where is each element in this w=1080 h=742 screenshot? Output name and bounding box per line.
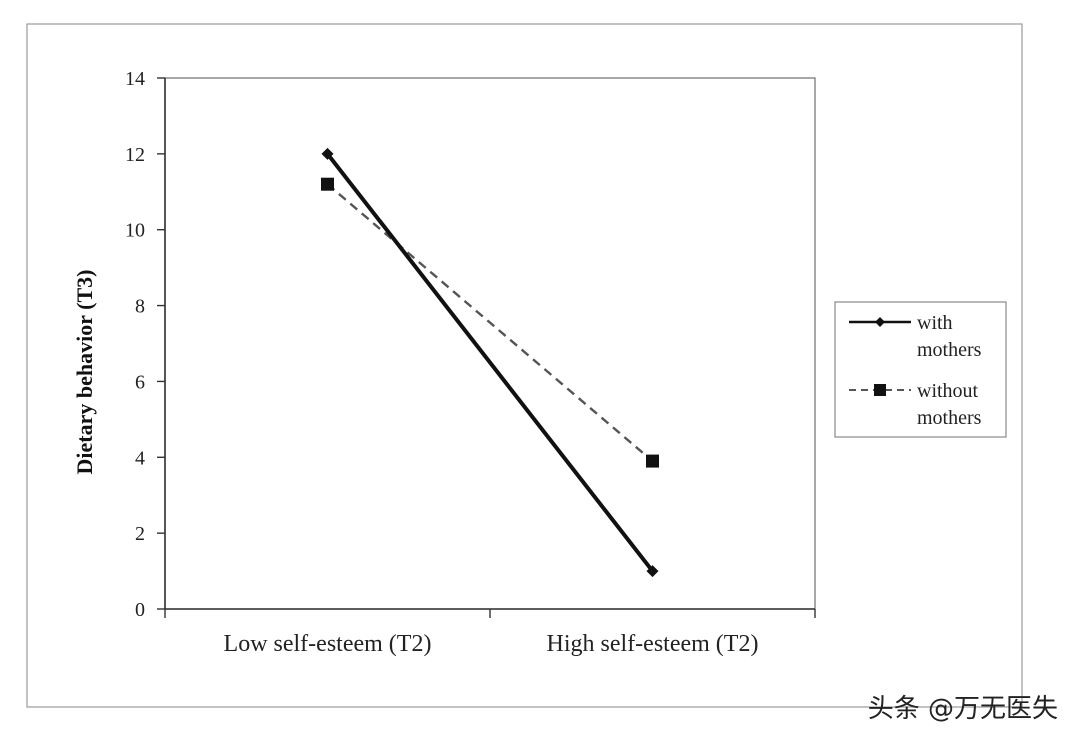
series-with-mothers [321, 147, 659, 578]
legend-label: with [917, 312, 953, 334]
legend-label: mothers [917, 407, 982, 429]
diamond-marker [646, 565, 659, 578]
legend-item: without mothers [849, 380, 982, 429]
series-layer [321, 147, 659, 578]
axes: 0 2 4 6 8 10 12 14 Low self-esteem (T2) High self… [125, 68, 816, 657]
y-tick-label: 12 [125, 144, 145, 166]
y-tick-label: 10 [125, 220, 145, 242]
y-tick-label: 2 [135, 523, 145, 545]
x-category-label: High self-esteem (T2) [547, 631, 759, 657]
legend-box [834, 301, 1007, 438]
y-tick-label: 4 [135, 447, 145, 469]
watermark: 头条 @万无医失 [867, 694, 1058, 724]
y-axis-title: Dietary behavior (T3) [72, 270, 97, 475]
square-marker [646, 454, 659, 468]
series-line [326, 183, 654, 462]
y-tick-label: 14 [125, 68, 145, 90]
series-without-mothers [321, 177, 659, 468]
diamond-marker [875, 317, 885, 327]
legend-label: mothers [917, 339, 982, 361]
plot-area [164, 77, 816, 610]
diamond-marker [321, 147, 334, 160]
legend-label: without [917, 380, 979, 402]
x-category-label: Low self-esteem (T2) [224, 631, 432, 657]
series-line [325, 152, 655, 573]
legend-item: with mothers [849, 312, 982, 361]
y-tick-label: 8 [135, 296, 145, 318]
y-tick-label: 6 [135, 371, 145, 393]
square-marker [321, 177, 334, 191]
square-marker [874, 384, 886, 396]
y-tick-label: 0 [135, 599, 145, 621]
legend: with mothers without mothers [834, 301, 1007, 438]
